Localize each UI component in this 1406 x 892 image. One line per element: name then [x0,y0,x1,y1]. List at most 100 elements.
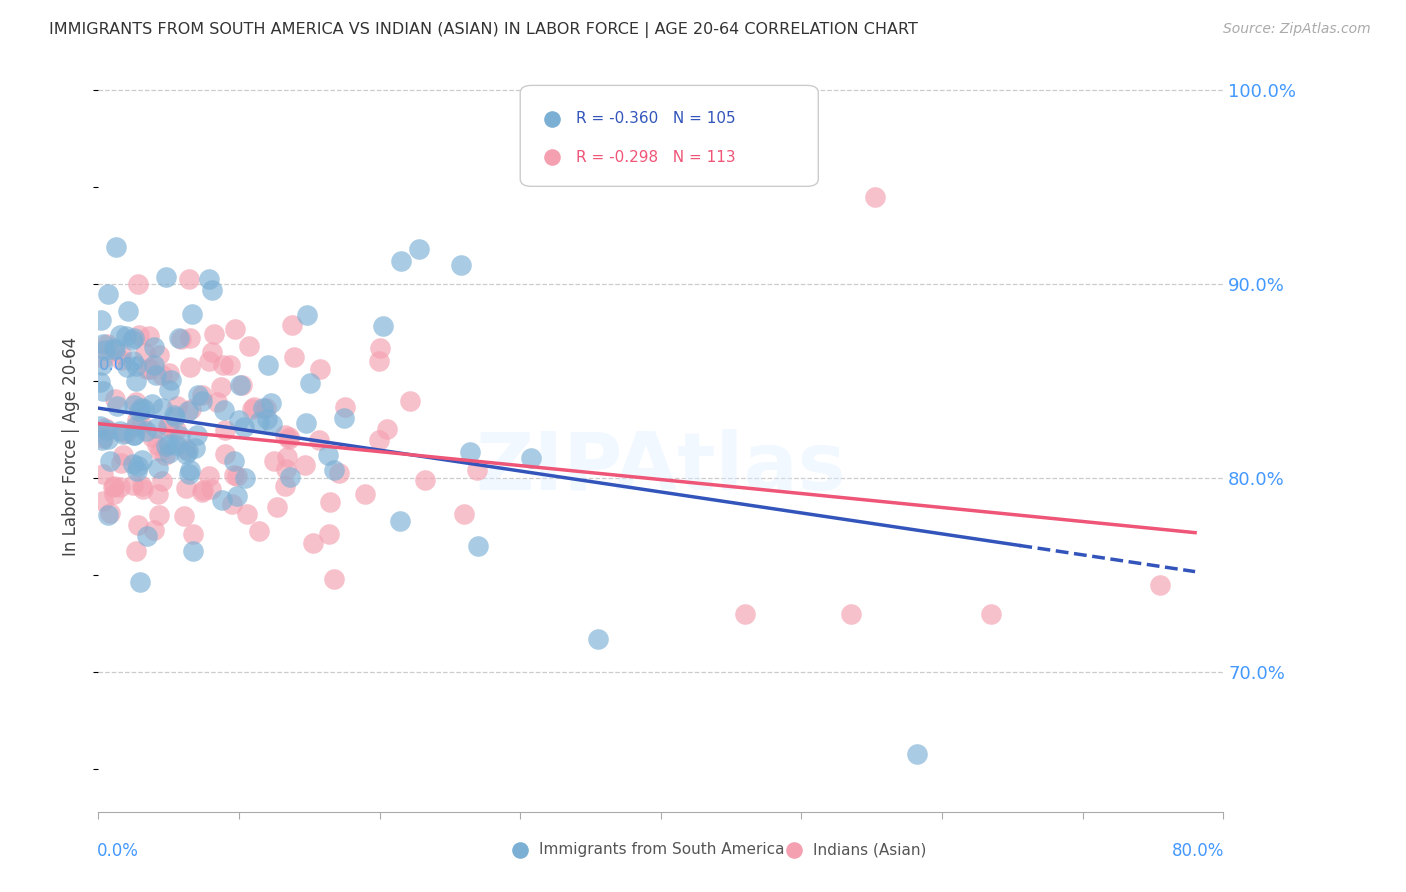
Point [145,368,167,383]
Point [176,442,198,457]
Text: 0.0%: 0.0% [97,842,139,861]
Point [180,307,202,321]
Point [519,450,541,465]
Point [453,507,475,521]
Point [200,482,222,496]
Point [256,358,278,372]
Point [197,272,219,286]
Point [165,409,187,424]
Point [225,469,247,483]
Point [124,359,146,373]
Point [201,345,224,359]
Point [94,343,117,357]
Point [839,607,862,621]
Point [190,388,212,402]
Point [174,447,197,461]
Point [122,398,145,412]
Point [105,240,128,254]
Point [323,463,346,477]
Point [905,747,928,761]
Point [156,418,179,433]
Point [115,360,138,375]
Point [134,402,156,417]
Point [205,395,228,409]
Point [170,332,193,346]
Point [157,366,180,380]
Point [249,415,271,429]
Point [177,403,200,417]
Point [91,431,114,445]
Point [863,190,886,204]
Point [259,395,281,409]
Point [186,427,208,442]
Point [308,362,330,376]
Point [145,420,167,434]
Point [103,479,125,493]
Text: ZIPAtlas: ZIPAtlas [475,429,846,507]
Point [112,448,135,462]
Point [136,529,159,543]
Point [121,334,143,348]
Point [181,526,204,541]
Point [135,424,157,438]
Point [157,445,180,459]
Point [148,347,170,361]
Point [408,242,430,256]
Point [155,439,177,453]
Point [122,458,145,472]
Point [114,329,136,343]
Point [157,383,180,397]
Point [263,454,285,468]
Point [586,632,609,646]
Text: 80.0%: 80.0% [1173,842,1225,861]
Point [97,287,120,301]
Point [124,394,146,409]
Point [150,401,173,415]
Point [110,327,132,342]
Point [389,514,412,528]
Point [146,438,169,452]
Point [214,402,236,417]
Point [224,467,246,482]
Point [323,572,346,586]
Point [221,497,243,511]
Point [276,461,298,475]
Point [212,359,235,373]
Point [202,326,225,341]
Point [128,403,150,417]
Point [157,419,180,434]
Point [150,474,173,488]
Point [169,429,191,443]
Point [166,438,188,452]
Point [104,392,127,406]
Point [224,454,246,468]
Point [256,412,278,426]
Point [117,303,139,318]
Point [278,430,301,444]
Point [129,575,152,590]
Point [219,359,242,373]
Point [101,479,124,493]
Text: Immigrants from South America: Immigrants from South America [540,842,785,857]
Point [114,426,136,441]
Point [214,423,236,437]
Point [177,467,200,481]
Point [163,409,186,423]
Point [103,487,125,501]
Point [141,430,163,444]
Point [180,401,202,416]
Point [157,437,180,451]
Point [243,401,266,415]
Point [148,508,170,522]
Point [91,433,114,447]
Point [225,490,247,504]
Point [214,447,236,461]
Text: IMMIGRANTS FROM SOUTH AMERICA VS INDIAN (ASIAN) IN LABOR FORCE | AGE 20-64 CORRE: IMMIGRANTS FROM SOUTH AMERICA VS INDIAN … [49,22,918,38]
Point [278,469,301,483]
Point [105,400,128,414]
Point [283,350,305,364]
Point [138,328,160,343]
Text: Source: ZipAtlas.com: Source: ZipAtlas.com [1223,22,1371,37]
Point [240,401,263,416]
Point [125,374,148,388]
